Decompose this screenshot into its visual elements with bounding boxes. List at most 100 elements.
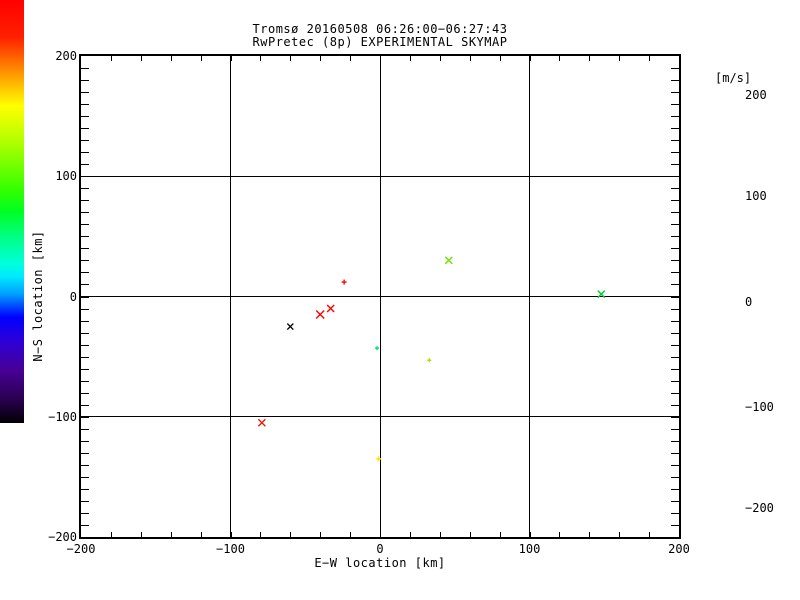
y-minor-tick <box>81 464 89 466</box>
y-minor-tick <box>81 200 89 202</box>
y-tick-label: 200 <box>55 49 77 63</box>
y-minor-tick <box>81 152 89 154</box>
x-minor-tick <box>260 56 262 61</box>
x-minor-tick <box>230 532 232 537</box>
y-minor-tick <box>81 224 89 226</box>
colorbar-tick-label: 100 <box>745 188 767 203</box>
x-minor-tick <box>589 56 591 61</box>
y-minor-tick <box>81 68 89 70</box>
x-tick-label: −200 <box>66 542 96 556</box>
y-minor-tick <box>671 488 679 490</box>
y-minor-tick <box>81 332 89 334</box>
y-minor-tick <box>671 380 679 382</box>
x-minor-tick <box>200 56 202 61</box>
x-minor-tick <box>170 532 172 537</box>
y-tick-label: 100 <box>55 169 77 184</box>
data-point-marker <box>257 418 266 427</box>
y-minor-tick <box>81 140 89 142</box>
plot-area <box>79 54 681 539</box>
y-minor-tick <box>671 128 679 130</box>
y-minor-tick <box>81 128 89 130</box>
x-minor-tick <box>409 56 411 61</box>
y-minor-tick <box>81 416 89 418</box>
y-minor-tick <box>671 344 679 346</box>
x-axis-title: E−W location [km] <box>314 556 446 570</box>
y-minor-tick <box>671 356 679 358</box>
x-minor-tick <box>439 532 441 537</box>
y-minor-tick <box>81 284 89 286</box>
x-minor-tick <box>110 532 112 537</box>
y-minor-tick <box>81 320 89 322</box>
x-minor-tick <box>140 532 142 537</box>
y-minor-tick <box>81 524 89 526</box>
x-tick-label: −100 <box>216 542 245 556</box>
y-minor-tick <box>81 452 89 454</box>
y-gridline <box>81 296 679 297</box>
x-minor-tick <box>320 56 322 61</box>
y-minor-tick <box>671 512 679 514</box>
y-minor-tick <box>671 392 679 394</box>
y-minor-tick <box>671 440 679 442</box>
x-minor-tick <box>619 56 621 61</box>
y-minor-tick <box>81 512 89 514</box>
y-minor-tick <box>81 176 89 178</box>
x-minor-tick <box>469 56 471 61</box>
y-minor-tick <box>671 200 679 202</box>
x-minor-tick <box>529 56 531 61</box>
figure-title-line1: Tromsø 20160508 06:26:00−06:27:43 <box>252 22 508 36</box>
y-tick-label: −100 <box>48 409 77 424</box>
x-minor-tick <box>499 532 501 537</box>
data-point-marker <box>597 290 606 299</box>
y-minor-tick <box>81 404 89 406</box>
x-minor-tick <box>649 532 651 537</box>
x-minor-tick <box>499 56 501 61</box>
figure-title: Tromsø 20160508 06:26:00−06:27:43 RwPret… <box>81 23 679 49</box>
y-minor-tick <box>671 416 679 418</box>
y-minor-tick <box>671 500 679 502</box>
y-minor-tick <box>671 152 679 154</box>
y-minor-tick <box>81 440 89 442</box>
y-minor-tick <box>671 164 679 166</box>
y-minor-tick <box>671 404 679 406</box>
x-minor-tick <box>529 532 531 537</box>
y-minor-tick <box>81 344 89 346</box>
x-minor-tick <box>409 532 411 537</box>
data-point-marker <box>315 310 325 320</box>
y-minor-tick <box>81 104 89 106</box>
data-point-marker <box>326 304 335 313</box>
colorbar-tick-label: 200 <box>745 88 767 102</box>
y-minor-tick <box>81 368 89 370</box>
y-minor-tick <box>671 68 679 70</box>
y-minor-tick <box>671 140 679 142</box>
y-minor-tick <box>81 260 89 262</box>
y-minor-tick <box>671 92 679 94</box>
data-point-marker <box>444 256 453 265</box>
y-minor-tick <box>671 236 679 238</box>
y-minor-tick <box>81 248 89 250</box>
data-point-marker <box>376 456 382 462</box>
colorbar-tick-label: −200 <box>745 501 774 515</box>
x-minor-tick <box>350 532 352 537</box>
y-minor-tick <box>81 92 89 94</box>
x-tick-label: 100 <box>518 542 541 556</box>
y-tick-label: −200 <box>48 530 77 544</box>
y-minor-tick <box>671 524 679 526</box>
data-point-marker <box>286 323 294 331</box>
x-minor-tick <box>290 56 292 61</box>
x-minor-tick <box>559 56 561 61</box>
y-minor-tick <box>81 308 89 310</box>
x-minor-tick <box>439 56 441 61</box>
x-tick-label: 200 <box>668 542 690 556</box>
y-minor-tick <box>81 392 89 394</box>
y-tick-label: 0 <box>69 289 77 304</box>
y-minor-tick <box>671 176 679 178</box>
x-minor-tick <box>649 56 651 61</box>
colorbar-unit-label: [m/s] <box>715 71 752 85</box>
y-minor-tick <box>671 428 679 430</box>
y-minor-tick <box>671 272 679 274</box>
y-minor-tick <box>671 368 679 370</box>
y-minor-tick <box>81 212 89 214</box>
x-minor-tick <box>110 56 112 61</box>
y-minor-tick <box>81 476 89 478</box>
x-minor-tick <box>140 56 142 61</box>
